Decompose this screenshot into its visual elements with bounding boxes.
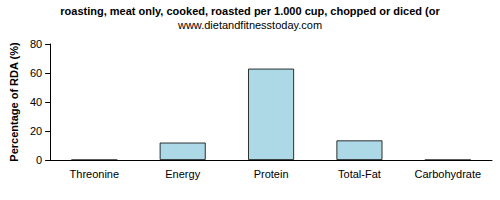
svg-text:www.dietandfitnesstoday.com: www.dietandfitnesstoday.com bbox=[177, 19, 322, 31]
svg-text:Protein: Protein bbox=[254, 168, 289, 180]
svg-text:80: 80 bbox=[30, 38, 42, 50]
svg-text:Energy: Energy bbox=[165, 168, 200, 180]
svg-text:Carbohydrate: Carbohydrate bbox=[414, 168, 481, 180]
svg-text:20: 20 bbox=[30, 125, 42, 137]
svg-text:60: 60 bbox=[30, 67, 42, 79]
svg-text:0: 0 bbox=[36, 154, 42, 166]
svg-text:Threonine: Threonine bbox=[70, 168, 120, 180]
svg-text:Total-Fat: Total-Fat bbox=[338, 168, 381, 180]
svg-text:Percentage of RDA (%): Percentage of RDA (%) bbox=[8, 42, 20, 162]
svg-text:40: 40 bbox=[30, 96, 42, 108]
svg-text:roasting, meat only, cooked, r: roasting, meat only, cooked, roasted per… bbox=[60, 5, 440, 17]
